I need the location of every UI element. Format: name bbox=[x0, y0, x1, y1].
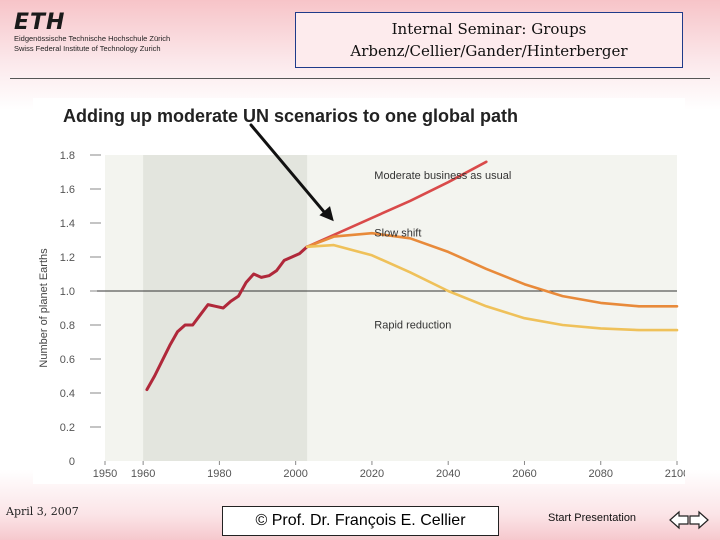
y-tick-label: 1.4 bbox=[60, 218, 75, 230]
seminar-title-box: Internal Seminar: Groups Arbenz/Cellier/… bbox=[295, 12, 683, 68]
y-tick-label: 1.6 bbox=[60, 184, 75, 196]
annotation-arrow-head bbox=[319, 206, 334, 222]
eth-logo-line-english: Swiss Federal Institute of Technology Zu… bbox=[14, 44, 161, 53]
seminar-title-line2: Arbenz/Cellier/Gander/Hinterberger bbox=[350, 42, 628, 60]
x-tick-label: 1980 bbox=[207, 468, 231, 480]
y-tick-label: 1.0 bbox=[60, 286, 75, 298]
x-tick-label: 2080 bbox=[588, 468, 612, 480]
footprint-chart: Adding up moderate UN scenarios to one g… bbox=[38, 106, 689, 480]
y-tick-label: 0.2 bbox=[60, 422, 75, 434]
business-as-usual-label: Moderate business as usual bbox=[374, 170, 511, 182]
rapid-reduction-label: Rapid reduction bbox=[374, 319, 451, 331]
chart-title: Adding up moderate UN scenarios to one g… bbox=[63, 106, 518, 126]
right-arrow-icon[interactable] bbox=[688, 510, 710, 530]
historical-series-line bbox=[145, 245, 309, 392]
y-tick-label: 0 bbox=[69, 456, 75, 468]
slow-shift-label: Slow shift bbox=[374, 228, 421, 240]
rapid-reduction-series-line bbox=[305, 243, 679, 332]
y-axis-label: Number of planet Earths bbox=[38, 248, 50, 368]
left-arrow-icon[interactable] bbox=[668, 510, 690, 530]
annotation-arrow-shaft bbox=[249, 123, 330, 218]
y-tick-label: 0.4 bbox=[60, 388, 75, 400]
x-tick-label: 2060 bbox=[512, 468, 536, 480]
x-tick-label: 2100 bbox=[665, 468, 685, 480]
x-tick-label: 2020 bbox=[360, 468, 384, 480]
start-presentation-link[interactable]: Start Presentation bbox=[548, 512, 637, 524]
eth-logo-line-german: Eidgenössische Technische Hochschule Zür… bbox=[14, 34, 171, 43]
business-as-usual-series-line bbox=[305, 160, 488, 249]
copyright-notice: © Prof. Dr. François E. Cellier bbox=[222, 506, 499, 536]
seminar-title-line1: Internal Seminar: Groups bbox=[391, 20, 587, 38]
presentation-date: April 3, 2007 bbox=[6, 505, 79, 518]
y-tick-label: 0.6 bbox=[60, 354, 75, 366]
x-tick-label: 1950 bbox=[93, 468, 117, 480]
y-tick-label: 0.8 bbox=[60, 320, 75, 332]
y-tick-label: 1.8 bbox=[60, 150, 75, 162]
eth-logo: ETH Eidgenössische Technische Hochschule… bbox=[14, 12, 204, 64]
slow-shift-series-line bbox=[305, 231, 679, 308]
y-tick-label: 1.2 bbox=[60, 252, 75, 264]
x-tick-label: 1960 bbox=[131, 468, 155, 480]
chart-container: Adding up moderate UN scenarios to one g… bbox=[33, 98, 689, 484]
x-tick-label: 2040 bbox=[436, 468, 460, 480]
x-tick-label: 2000 bbox=[283, 468, 307, 480]
header-divider bbox=[10, 78, 710, 79]
eth-logo-mark: ETH bbox=[14, 10, 66, 35]
